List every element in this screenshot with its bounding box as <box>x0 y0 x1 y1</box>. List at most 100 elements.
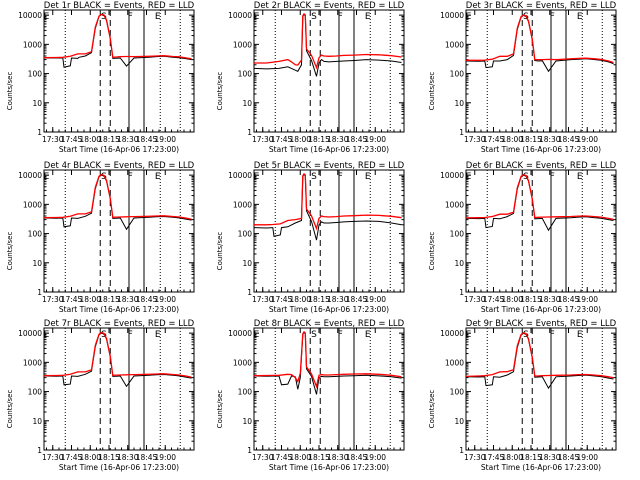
y-tick-label: 10000 <box>440 11 464 20</box>
event-marker-label: E <box>577 172 583 182</box>
chart-panel-4: Det 4r BLACK = Events, RED = LLD 1 10 100 10… <box>6 161 195 314</box>
x-tick-label: 19:00 <box>576 453 598 462</box>
x-tick-label: 18:15 <box>520 453 542 462</box>
event-marker-label: E <box>254 172 260 182</box>
event-marker-label: E <box>44 172 50 182</box>
x-tick-label: 17:45 <box>61 135 83 144</box>
x-tick-label: 17:45 <box>483 295 505 304</box>
chart-panel-6: Det 6r BLACK = Events, RED = LLD 1 10 100 10… <box>428 161 617 314</box>
x-axis-title: Start Time (16-Apr-06 17:23:00) <box>59 463 179 472</box>
x-tick-label: 18:15 <box>520 295 542 304</box>
chart-title: Det 9r BLACK = Events, RED = LLD <box>466 319 617 329</box>
x-tick-label: 17:45 <box>271 135 293 144</box>
x-tick-label: 17:45 <box>483 453 505 462</box>
y-tick-label: 100 <box>238 388 253 397</box>
event-marker-label: E <box>44 330 50 340</box>
y-tick-label: 100 <box>28 70 43 79</box>
plot-frame <box>465 169 617 293</box>
y-axis-title: Counts/sec <box>6 72 14 111</box>
y-tick-label: 1 <box>247 288 252 297</box>
chart-panel-8: Det 8r BLACK = Events, RED = LLD 1 10 100 10… <box>216 319 405 472</box>
x-tick-label: 18:00 <box>501 295 523 304</box>
x-axis-title: Start Time (16-Apr-06 17:23:00) <box>59 305 179 314</box>
chart-title: Det 7r BLACK = Events, RED = LLD <box>44 319 195 329</box>
y-tick-label: 100 <box>238 230 253 239</box>
plot-frame <box>253 169 405 293</box>
y-tick-label: 10 <box>242 417 252 426</box>
series-line-events <box>253 331 402 395</box>
y-tick-label: 1000 <box>23 200 42 209</box>
y-tick-label: 100 <box>238 70 253 79</box>
x-tick-label: 19:00 <box>154 135 176 144</box>
series-line-lld <box>43 173 192 220</box>
x-axis-title: Start Time (16-Apr-06 17:23:00) <box>59 145 179 154</box>
event-marker-label: F <box>550 12 555 22</box>
x-tick-label: 18:30 <box>539 295 561 304</box>
x-tick-label: 18:00 <box>79 295 101 304</box>
series-line-events <box>465 174 614 232</box>
x-axis-title: Start Time (16-Apr-06 17:23:00) <box>481 463 601 472</box>
x-tick-label: 18:15 <box>98 453 120 462</box>
x-tick-label: 19:00 <box>576 135 598 144</box>
y-tick-label: 1 <box>459 128 464 137</box>
y-tick-label: 1000 <box>233 200 252 209</box>
y-tick-label: 1000 <box>445 358 464 367</box>
x-tick-label: 19:00 <box>576 295 598 304</box>
y-tick-label: 10000 <box>18 329 42 338</box>
chart-title: Det 2r BLACK = Events, RED = LLD <box>254 1 405 11</box>
x-tick-label: 18:30 <box>117 453 139 462</box>
x-tick-label: 17:45 <box>271 295 293 304</box>
series-line-lld <box>253 330 402 389</box>
y-tick-label: 10 <box>242 259 252 268</box>
event-marker-label: E <box>155 172 161 182</box>
chart-title: Det 1r BLACK = Events, RED = LLD <box>44 1 195 11</box>
series-line-events <box>465 14 614 73</box>
y-tick-label: 10000 <box>228 11 252 20</box>
series-line-lld <box>254 172 402 231</box>
plot-frame <box>43 169 195 293</box>
x-tick-label: 18:15 <box>520 135 542 144</box>
series-line-events <box>253 173 402 241</box>
y-axis-title: Counts/sec <box>428 232 436 271</box>
series-line-events <box>253 13 402 77</box>
y-tick-label: 1 <box>37 288 42 297</box>
x-tick-label: 18:30 <box>327 453 349 462</box>
series-line-lld <box>466 14 614 64</box>
event-marker-label: E <box>466 330 472 340</box>
x-tick-label: 18:45 <box>558 295 580 304</box>
y-tick-label: 1000 <box>23 358 42 367</box>
y-tick-label: 10000 <box>440 329 464 338</box>
y-tick-label: 1000 <box>445 40 464 49</box>
x-tick-label: 17:30 <box>252 295 274 304</box>
y-tick-label: 1000 <box>233 40 252 49</box>
event-marker-label: F <box>128 172 133 182</box>
x-tick-label: 19:00 <box>364 295 386 304</box>
y-tick-label: 10000 <box>18 171 42 180</box>
y-axis-title: Counts/sec <box>216 72 224 111</box>
x-tick-label: 18:00 <box>79 453 101 462</box>
chart-title: Det 6r BLACK = Events, RED = LLD <box>466 161 617 171</box>
y-tick-label: 10 <box>32 99 42 108</box>
y-tick-label: 10000 <box>228 171 252 180</box>
series-line-lld <box>43 331 192 378</box>
x-tick-label: 17:30 <box>42 135 64 144</box>
y-tick-label: 1 <box>37 128 42 137</box>
plot-frame <box>43 9 195 133</box>
x-tick-label: 18:00 <box>289 295 311 304</box>
plot-frame <box>43 327 195 451</box>
x-tick-label: 17:30 <box>252 453 274 462</box>
event-marker-label: E <box>254 12 260 22</box>
chart-title: Det 3r BLACK = Events, RED = LLD <box>466 1 617 11</box>
x-tick-label: 18:30 <box>327 135 349 144</box>
x-tick-label: 19:00 <box>154 295 176 304</box>
y-axis-title: Counts/sec <box>216 390 224 429</box>
y-tick-label: 1 <box>459 288 464 297</box>
y-tick-label: 1 <box>37 446 42 455</box>
y-tick-label: 10 <box>454 417 464 426</box>
x-tick-label: 18:30 <box>539 135 561 144</box>
x-tick-label: 18:45 <box>558 453 580 462</box>
series-line-lld <box>465 332 614 379</box>
x-tick-label: 18:00 <box>289 135 311 144</box>
event-marker-label: E <box>155 12 161 22</box>
